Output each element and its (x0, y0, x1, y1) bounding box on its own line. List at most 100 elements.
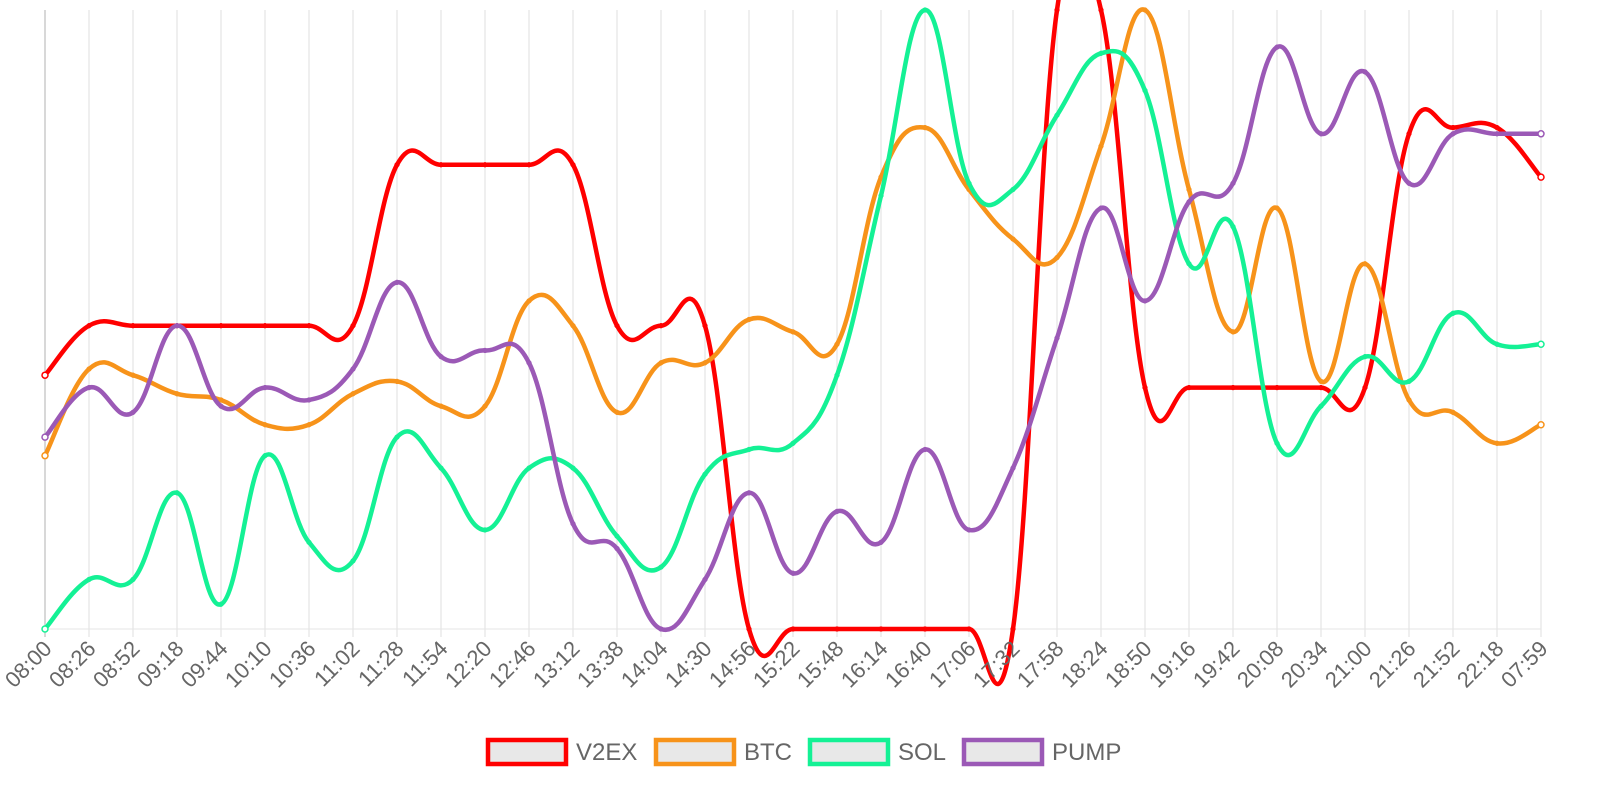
data-point-pump[interactable] (1098, 205, 1104, 211)
data-point-sol[interactable] (482, 527, 488, 533)
data-point-pump[interactable] (438, 353, 444, 360)
data-point-btc[interactable] (658, 360, 664, 366)
data-point-pump[interactable] (350, 366, 356, 372)
data-point-v2ex[interactable] (1054, 7, 1060, 13)
data-point-sol[interactable] (1406, 378, 1412, 385)
data-point-pump[interactable] (1054, 335, 1060, 341)
data-point-btc[interactable] (1186, 186, 1192, 193)
data-point-sol[interactable] (218, 601, 224, 607)
data-point-btc[interactable] (41, 451, 49, 460)
data-point-v2ex[interactable] (1142, 384, 1148, 391)
data-point-btc[interactable] (1537, 420, 1545, 429)
data-point-sol[interactable] (746, 446, 752, 453)
data-point-btc[interactable] (746, 316, 752, 323)
data-point-pump[interactable] (746, 490, 752, 496)
data-point-pump[interactable] (1010, 465, 1016, 471)
legend-item-v2ex[interactable]: V2EX (485, 737, 637, 767)
data-point-v2ex[interactable] (218, 323, 224, 329)
data-point-v2ex[interactable] (1450, 124, 1456, 131)
data-point-btc[interactable] (1010, 236, 1016, 242)
data-point-btc[interactable] (306, 422, 312, 428)
data-point-pump[interactable] (878, 539, 884, 545)
data-point-pump[interactable] (1406, 180, 1412, 186)
data-point-pump[interactable] (1186, 199, 1192, 205)
data-point-sol[interactable] (174, 490, 180, 496)
data-point-sol[interactable] (306, 539, 312, 545)
data-point-v2ex[interactable] (306, 323, 312, 329)
data-point-btc[interactable] (1406, 397, 1412, 403)
data-point-sol[interactable] (1098, 50, 1104, 56)
data-point-sol[interactable] (1318, 403, 1324, 409)
data-point-v2ex[interactable] (1362, 384, 1368, 391)
data-point-sol[interactable] (394, 434, 400, 440)
data-point-btc[interactable] (174, 391, 180, 397)
data-point-v2ex[interactable] (1494, 124, 1500, 131)
data-point-v2ex[interactable] (658, 323, 664, 329)
data-point-btc[interactable] (526, 298, 532, 304)
data-point-sol[interactable] (86, 576, 92, 583)
data-point-sol[interactable] (570, 465, 576, 471)
data-point-btc[interactable] (482, 403, 488, 409)
data-point-sol[interactable] (526, 465, 532, 471)
data-point-pump[interactable] (922, 446, 928, 453)
data-point-v2ex[interactable] (922, 626, 928, 632)
data-point-pump[interactable] (1537, 130, 1545, 138)
data-point-sol[interactable] (1142, 87, 1148, 94)
data-point-v2ex[interactable] (1274, 384, 1280, 391)
data-point-v2ex[interactable] (702, 323, 708, 329)
data-point-sol[interactable] (1494, 341, 1500, 347)
data-point-v2ex[interactable] (966, 626, 972, 632)
data-point-sol[interactable] (614, 533, 620, 539)
data-point-v2ex[interactable] (350, 323, 356, 329)
data-point-btc[interactable] (86, 366, 92, 372)
data-point-pump[interactable] (570, 521, 576, 527)
data-point-pump[interactable] (262, 384, 268, 391)
data-point-pump[interactable] (1494, 131, 1500, 137)
data-point-sol[interactable] (702, 471, 708, 477)
data-point-btc[interactable] (790, 329, 796, 335)
data-point-pump[interactable] (1318, 131, 1324, 137)
data-point-v2ex[interactable] (1406, 131, 1412, 137)
data-point-sol[interactable] (1186, 261, 1192, 267)
data-point-pump[interactable] (130, 409, 136, 416)
data-point-btc[interactable] (1450, 409, 1456, 416)
data-point-pump[interactable] (966, 527, 972, 533)
data-point-sol[interactable] (1010, 186, 1016, 193)
data-point-sol[interactable] (1450, 310, 1456, 316)
data-point-v2ex[interactable] (614, 323, 620, 329)
data-point-pump[interactable] (41, 433, 49, 441)
data-point-pump[interactable] (1362, 69, 1368, 75)
data-point-sol[interactable] (790, 440, 796, 446)
data-point-btc[interactable] (1318, 378, 1324, 385)
data-point-btc[interactable] (570, 323, 576, 329)
data-point-btc[interactable] (614, 409, 620, 416)
data-point-pump[interactable] (1230, 180, 1236, 186)
data-point-btc[interactable] (1274, 205, 1280, 211)
data-point-v2ex[interactable] (1537, 173, 1545, 181)
data-point-sol[interactable] (834, 372, 840, 378)
data-point-pump[interactable] (1274, 44, 1280, 50)
data-point-pump[interactable] (658, 626, 664, 632)
data-point-v2ex[interactable] (1230, 384, 1236, 391)
data-point-sol[interactable] (41, 625, 49, 633)
data-point-pump[interactable] (306, 397, 312, 403)
data-point-sol[interactable] (878, 193, 884, 199)
data-point-v2ex[interactable] (570, 162, 576, 168)
data-point-btc[interactable] (394, 378, 400, 385)
data-point-v2ex[interactable] (482, 162, 488, 168)
data-point-v2ex[interactable] (878, 626, 884, 632)
data-point-sol[interactable] (922, 7, 928, 13)
data-point-v2ex[interactable] (790, 626, 796, 632)
data-point-v2ex[interactable] (438, 162, 444, 168)
data-point-pump[interactable] (790, 570, 796, 576)
legend-item-btc[interactable]: BTC (653, 737, 792, 767)
data-point-v2ex[interactable] (1318, 384, 1324, 391)
data-point-pump[interactable] (526, 360, 532, 366)
data-point-btc[interactable] (702, 360, 708, 366)
data-point-sol[interactable] (1537, 340, 1545, 349)
data-point-btc[interactable] (350, 391, 356, 397)
data-point-pump[interactable] (614, 545, 620, 552)
data-point-sol[interactable] (1054, 112, 1060, 118)
data-point-v2ex[interactable] (130, 323, 136, 329)
data-point-pump[interactable] (86, 384, 92, 391)
